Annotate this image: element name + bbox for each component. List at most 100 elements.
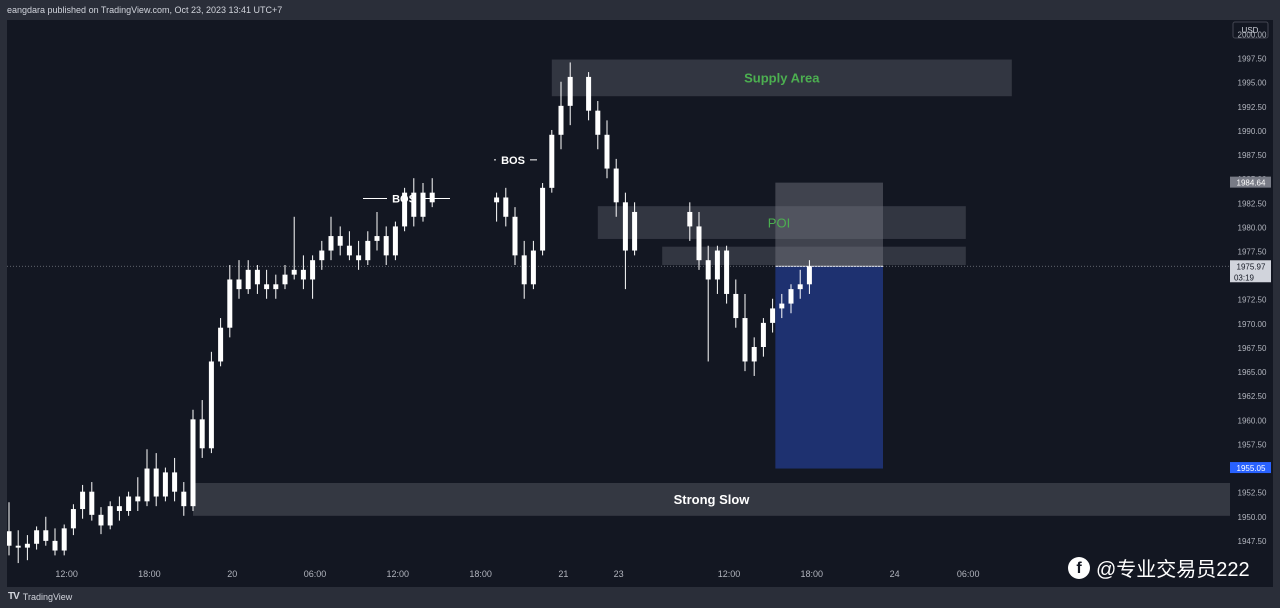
price-tick-label: 1970.00 (1238, 320, 1267, 329)
time-tick-label: 23 (614, 569, 624, 579)
candle-body (199, 419, 205, 449)
candle-body (70, 509, 76, 529)
candle-body (411, 192, 417, 217)
time-tick-label: 20 (227, 569, 237, 579)
candle-body (512, 216, 518, 256)
candle-body (98, 514, 104, 526)
price-tag-countdown: 03:19 (1234, 273, 1255, 282)
price-tick-label: 1950.00 (1238, 513, 1267, 522)
price-tag-label: 1975.97 (1237, 262, 1266, 271)
candle-body (254, 269, 260, 285)
candle-body (788, 289, 794, 304)
candle-body (15, 545, 21, 548)
candle-body (806, 266, 812, 285)
currency-button[interactable] (1232, 21, 1269, 39)
candle-body (724, 250, 730, 294)
candle-body (494, 197, 500, 203)
candle-body (208, 361, 214, 449)
candle-body (61, 528, 67, 551)
zone-2 (662, 246, 966, 266)
price-tick-label: 1952.50 (1238, 489, 1267, 498)
candle-body (144, 468, 150, 502)
candle-body (162, 472, 168, 497)
zone-0 (551, 59, 1012, 97)
candle-body (190, 419, 196, 507)
candle-body (797, 284, 803, 290)
candle-body (291, 269, 297, 275)
candle-body (34, 530, 40, 544)
time-tick-label: 12:00 (718, 569, 741, 579)
candle-body (6, 531, 12, 546)
price-tick-label: 1992.50 (1238, 103, 1267, 112)
candle-body (760, 322, 766, 347)
price-tag-box (1230, 176, 1271, 188)
published-text: eangdara published on TradingView.com, O… (7, 5, 283, 15)
price-chart[interactable]: Supply Area POI Strong Slow BOS BOS 12:00 18:0… (6, 20, 1230, 587)
candle-body (245, 269, 251, 290)
time-tick-label: 18:00 (801, 569, 824, 579)
candle-body (402, 192, 408, 227)
candle-body (714, 250, 720, 280)
footer-bar: TV TradingView (0, 587, 1280, 608)
time-tick-label: 12:00 (387, 569, 410, 579)
candle-body (346, 245, 352, 256)
price-tick-label: 1980.00 (1238, 223, 1267, 232)
zone-label-0: Supply Area (744, 71, 820, 86)
candle-body (567, 76, 573, 106)
candle-body (383, 236, 389, 256)
price-tag-box (1230, 260, 1271, 283)
candle-body (365, 240, 371, 261)
candle-body (89, 491, 95, 515)
zone-1 (597, 206, 966, 239)
candle-body (52, 540, 58, 551)
price-tick-label: 1957.50 (1238, 440, 1267, 449)
price-tick-label: 1990.00 (1238, 127, 1267, 136)
time-tick-label: 18:00 (138, 569, 161, 579)
price-tick-label: 1997.50 (1238, 55, 1267, 64)
tradingview-logo[interactable]: TV TradingView (8, 591, 72, 602)
tradingview-logo-label: TradingView (22, 591, 73, 602)
stop-loss-box (775, 182, 883, 267)
candle-body (310, 260, 316, 280)
currency-label: USD (1242, 26, 1259, 35)
candle-body (622, 202, 628, 251)
candle-body (742, 318, 748, 362)
candle-body (107, 506, 113, 526)
candle-body (779, 303, 785, 309)
candle-body (300, 269, 306, 280)
time-tick-label: 12:00 (55, 569, 78, 579)
watermark: f @专业交易员222 (1068, 553, 1250, 582)
candle-body (586, 76, 592, 111)
tradingview-logo-icon: TV (8, 591, 20, 602)
candle-body (503, 197, 509, 217)
candle-body (126, 496, 132, 511)
publish-header: eangdara published on TradingView.com, O… (0, 0, 1280, 20)
candle-body (282, 274, 288, 285)
candle-body (181, 491, 187, 507)
chart-pane[interactable]: Supply Area POI Strong Slow BOS BOS 12:00 18:0… (6, 20, 1230, 587)
candle-body (613, 168, 619, 203)
candle-body (116, 506, 122, 511)
candle-body (328, 236, 334, 251)
price-axis[interactable]: USD 2000.00 1997.50 1995.00 1992.50 1990.00 19… (1230, 20, 1273, 587)
price-axis-bg (1230, 20, 1273, 587)
price-tick-label: 1947.50 (1238, 537, 1267, 546)
time-tick-label: 06:00 (304, 569, 327, 579)
candle-body (558, 105, 564, 135)
price-tick-label: 1965.00 (1238, 368, 1267, 377)
watermark-text: @专业交易员222 (1096, 559, 1250, 581)
candle-body (374, 236, 380, 241)
candle-body (80, 491, 86, 510)
price-tick-label: 1982.50 (1238, 199, 1267, 208)
candle-body (264, 284, 270, 290)
price-tag-label: 1984.64 (1237, 179, 1266, 188)
zone-label-3: Strong Slow (674, 492, 751, 507)
bos-label: BOS (392, 193, 416, 205)
candle-body (595, 110, 601, 135)
candle-body (530, 250, 536, 285)
candle-body (549, 134, 555, 188)
candle-body (24, 543, 30, 548)
price-tick-label: 1967.50 (1238, 344, 1267, 353)
price-tick-label: 1960.00 (1238, 416, 1267, 425)
